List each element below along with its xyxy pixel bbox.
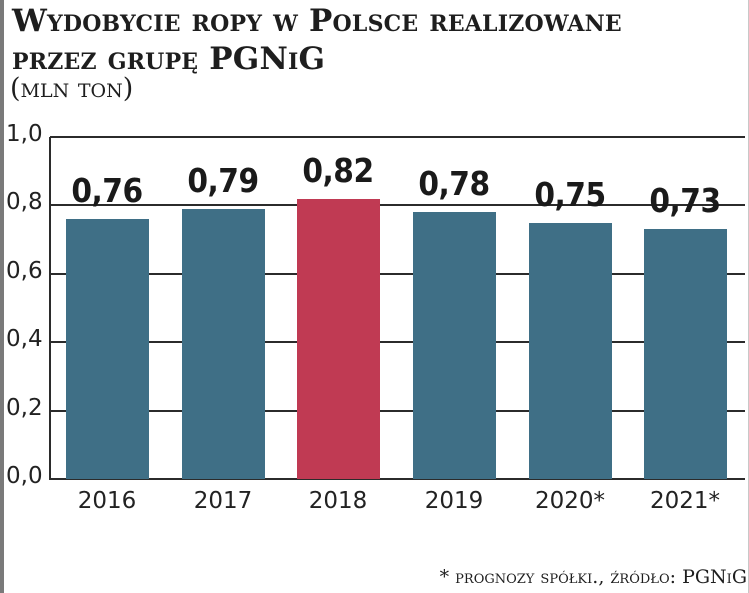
y-tick-label: 0,2 — [6, 395, 43, 421]
bar-value-label: 0,76 — [71, 171, 143, 210]
source-footnote: * prognozy spółki., źródło: PGNiG — [439, 566, 747, 588]
bar-value-label: 0,79 — [187, 161, 259, 200]
bar-2019 — [413, 212, 496, 479]
x-axis-label: 2016 — [77, 488, 137, 514]
bar-value-label: 0,78 — [418, 164, 490, 203]
gridline — [50, 204, 745, 206]
x-axis-label: 2020* — [534, 488, 606, 514]
y-tick-label: 0,0 — [6, 463, 43, 489]
bar-2016 — [66, 219, 149, 479]
x-axis-label: 2017 — [193, 488, 253, 514]
chart-title-line-2: przez grupę PGNiG — [12, 41, 326, 77]
x-axis-label: 2021* — [649, 488, 721, 514]
left-frame-border — [0, 0, 4, 593]
x-axis-label: 2018 — [308, 488, 368, 514]
y-tick-label: 0,8 — [6, 189, 43, 215]
gridline — [50, 478, 745, 480]
bar-value-label: 0,82 — [302, 151, 374, 190]
bar-2020 — [529, 223, 612, 479]
chart-title: Wydobycie ropy w Polsce realizowane prze… — [12, 2, 747, 78]
gridline — [50, 410, 745, 412]
gridline — [50, 273, 745, 275]
gridline — [50, 136, 745, 138]
bar-value-label: 0,73 — [649, 181, 721, 220]
chart-title-line-1: Wydobycie ropy w Polsce realizowane — [12, 3, 622, 39]
gridline — [50, 341, 745, 343]
chart-unit: (mln ton) — [10, 73, 134, 104]
bar-2017 — [182, 209, 265, 479]
y-tick-label: 0,4 — [6, 326, 43, 352]
y-axis-line — [49, 137, 51, 480]
x-axis-label: 2019 — [424, 488, 484, 514]
y-tick-label: 1,0 — [6, 121, 43, 147]
bar-2018 — [297, 199, 380, 479]
y-tick-label: 0,6 — [6, 258, 43, 284]
bar-value-label: 0,75 — [534, 175, 606, 214]
bar-2021 — [644, 229, 727, 479]
